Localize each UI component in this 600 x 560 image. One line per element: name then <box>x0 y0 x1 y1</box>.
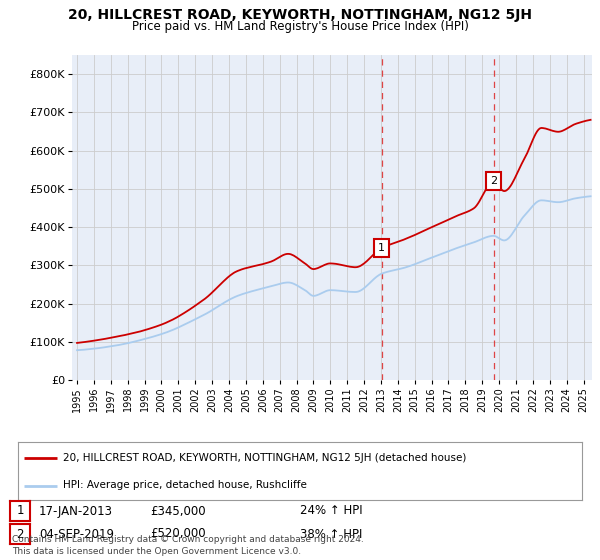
Text: Price paid vs. HM Land Registry's House Price Index (HPI): Price paid vs. HM Land Registry's House … <box>131 20 469 32</box>
Text: £345,000: £345,000 <box>150 505 206 517</box>
Text: £520,000: £520,000 <box>150 528 206 540</box>
Text: 38% ↑ HPI: 38% ↑ HPI <box>300 528 362 540</box>
Text: 20, HILLCREST ROAD, KEYWORTH, NOTTINGHAM, NG12 5JH: 20, HILLCREST ROAD, KEYWORTH, NOTTINGHAM… <box>68 8 532 22</box>
Text: 2: 2 <box>490 176 497 186</box>
Text: Contains HM Land Registry data © Crown copyright and database right 2024.
This d: Contains HM Land Registry data © Crown c… <box>12 535 364 556</box>
Text: 24% ↑ HPI: 24% ↑ HPI <box>300 505 362 517</box>
Text: 17-JAN-2013: 17-JAN-2013 <box>39 505 113 517</box>
Text: 1: 1 <box>16 505 24 517</box>
Text: 20, HILLCREST ROAD, KEYWORTH, NOTTINGHAM, NG12 5JH (detached house): 20, HILLCREST ROAD, KEYWORTH, NOTTINGHAM… <box>63 453 466 463</box>
Text: 04-SEP-2019: 04-SEP-2019 <box>39 528 114 540</box>
Text: 2: 2 <box>16 528 24 540</box>
Text: 1: 1 <box>378 243 385 253</box>
Text: HPI: Average price, detached house, Rushcliffe: HPI: Average price, detached house, Rush… <box>63 480 307 491</box>
